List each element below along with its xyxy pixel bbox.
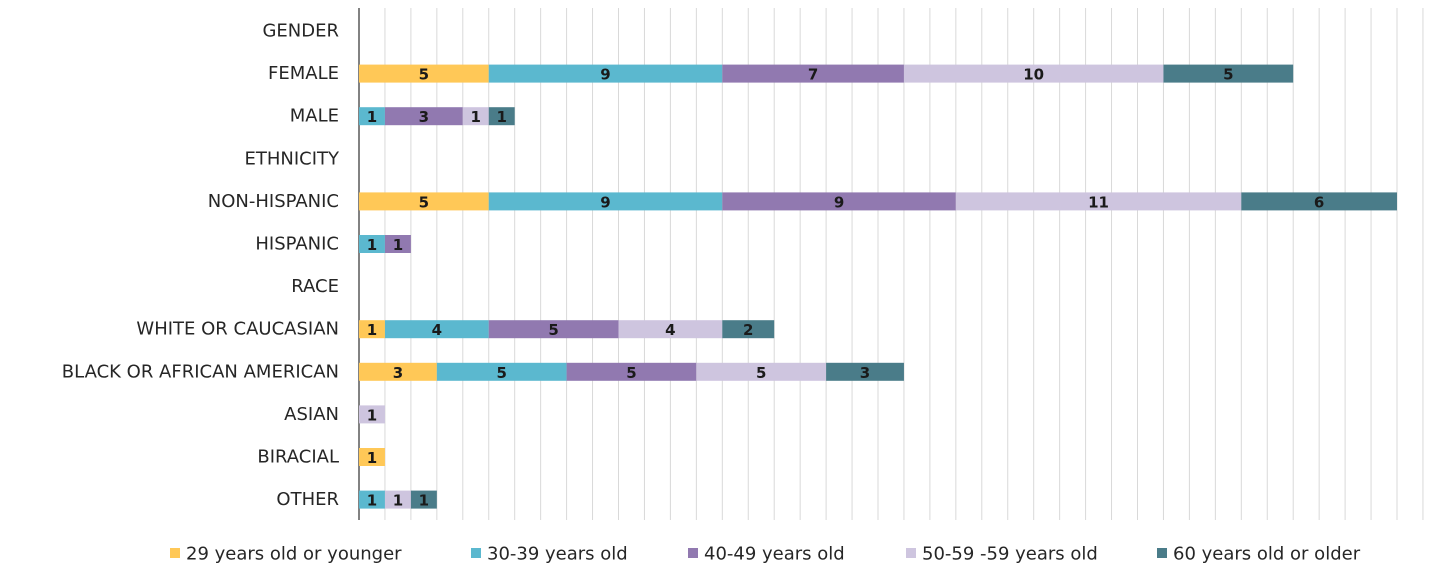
category-label: RACE: [291, 276, 339, 297]
legend-swatch: [906, 548, 916, 558]
data-label: 2: [743, 321, 753, 339]
data-label: 5: [626, 364, 636, 382]
bar-segment: [462, 107, 489, 126]
legend-swatch: [688, 548, 698, 558]
data-label: 9: [600, 66, 610, 84]
category-label: GENDER: [262, 21, 339, 42]
legend-item: 60 years old or older: [1157, 544, 1361, 565]
legend-label: 30-39 years old: [487, 544, 628, 565]
legend-item: 40-49 years old: [688, 544, 845, 565]
legend-item: 29 years old or younger: [170, 544, 402, 565]
category-label: MALE: [290, 106, 339, 127]
bar-segment: [384, 320, 489, 339]
legend-swatch: [1157, 548, 1167, 558]
legend-label: 40-49 years old: [704, 544, 845, 565]
data-label: 9: [600, 193, 610, 211]
data-label: 5: [497, 364, 507, 382]
data-label: 1: [419, 492, 429, 510]
category-label: BIRACIAL: [257, 447, 339, 468]
legend-item: 50-59 -59 years old: [906, 544, 1098, 565]
legend-swatch: [471, 548, 481, 558]
category-labels: GENDER FEMALE MALE ETHNICITY NON-HISPANIC HIS…: [62, 21, 340, 511]
bar-segment: [384, 107, 463, 126]
bar-segment: [488, 64, 723, 83]
bar-segment: [359, 235, 385, 253]
data-label: 1: [367, 236, 377, 254]
bar-segment: [359, 405, 385, 424]
category-label: FEMALE: [268, 63, 339, 84]
category-label: NON-HISPANIC: [208, 191, 339, 212]
bar-segment: [384, 235, 411, 253]
data-label: 4: [432, 321, 442, 339]
bar-segment: [826, 362, 904, 381]
bar-segment: [566, 362, 697, 381]
category-label: BLACK OR AFRICAN AMERICAN: [62, 361, 339, 382]
data-label: 5: [419, 193, 429, 211]
gridlines: [384, 8, 1424, 520]
bar-segment: [722, 320, 775, 339]
bar-segment: [488, 192, 723, 211]
data-label: 1: [393, 236, 403, 254]
bar-segment: [1241, 192, 1397, 211]
bar-segment: [1163, 64, 1294, 83]
bar-segments: [359, 64, 1397, 509]
data-label: 5: [756, 364, 766, 382]
bar-segment: [955, 192, 1242, 211]
bar-segment: [359, 362, 437, 381]
bar-segment: [359, 192, 489, 211]
bar-segment: [722, 192, 956, 211]
bar-segment: [436, 362, 567, 381]
bar-segment: [384, 490, 411, 509]
data-label: 5: [419, 66, 429, 84]
category-label: OTHER: [276, 489, 339, 510]
data-label: 1: [367, 492, 377, 510]
category-label: ETHNICITY: [244, 148, 340, 169]
bar-segment: [359, 448, 385, 466]
data-label: 7: [808, 66, 818, 84]
category-label: WHITE OR CAUCASIAN: [136, 319, 339, 340]
data-label: 9: [834, 193, 844, 211]
legend: 29 years old or younger 30-39 years old 40…: [170, 544, 1361, 565]
bar-segment: [488, 320, 619, 339]
bar-segment: [488, 107, 515, 126]
data-label: 3: [419, 108, 429, 126]
data-label: 1: [367, 108, 377, 126]
bar-segment: [696, 362, 827, 381]
bar-segment: [359, 64, 489, 83]
data-label: 1: [367, 449, 377, 467]
bar-segment: [359, 320, 385, 339]
data-label: 1: [393, 492, 403, 510]
category-label: HISPANIC: [255, 234, 339, 255]
bar-segment: [722, 64, 904, 83]
data-label: 6: [1314, 193, 1324, 211]
legend-label: 29 years old or younger: [186, 544, 402, 565]
legend-label: 50-59 -59 years old: [922, 544, 1098, 565]
bar-segment: [903, 64, 1164, 83]
data-label: 1: [497, 108, 507, 126]
data-label: 11: [1088, 193, 1109, 211]
data-label: 10: [1023, 66, 1044, 84]
bar-segment: [359, 107, 385, 126]
data-label: 1: [367, 406, 377, 424]
data-label: 4: [665, 321, 675, 339]
legend-swatch: [170, 548, 180, 558]
legend-label: 60 years old or older: [1173, 544, 1361, 565]
bar-segment: [359, 490, 385, 509]
bar-segment: [410, 490, 437, 509]
legend-item: 30-39 years old: [471, 544, 628, 565]
data-label: 3: [393, 364, 403, 382]
data-label: 1: [471, 108, 481, 126]
data-label: 3: [860, 364, 870, 382]
data-label: 5: [548, 321, 558, 339]
data-label: 1: [367, 321, 377, 339]
category-label: ASIAN: [284, 404, 339, 425]
bar-segment: [618, 320, 723, 339]
data-label: 5: [1223, 66, 1233, 84]
